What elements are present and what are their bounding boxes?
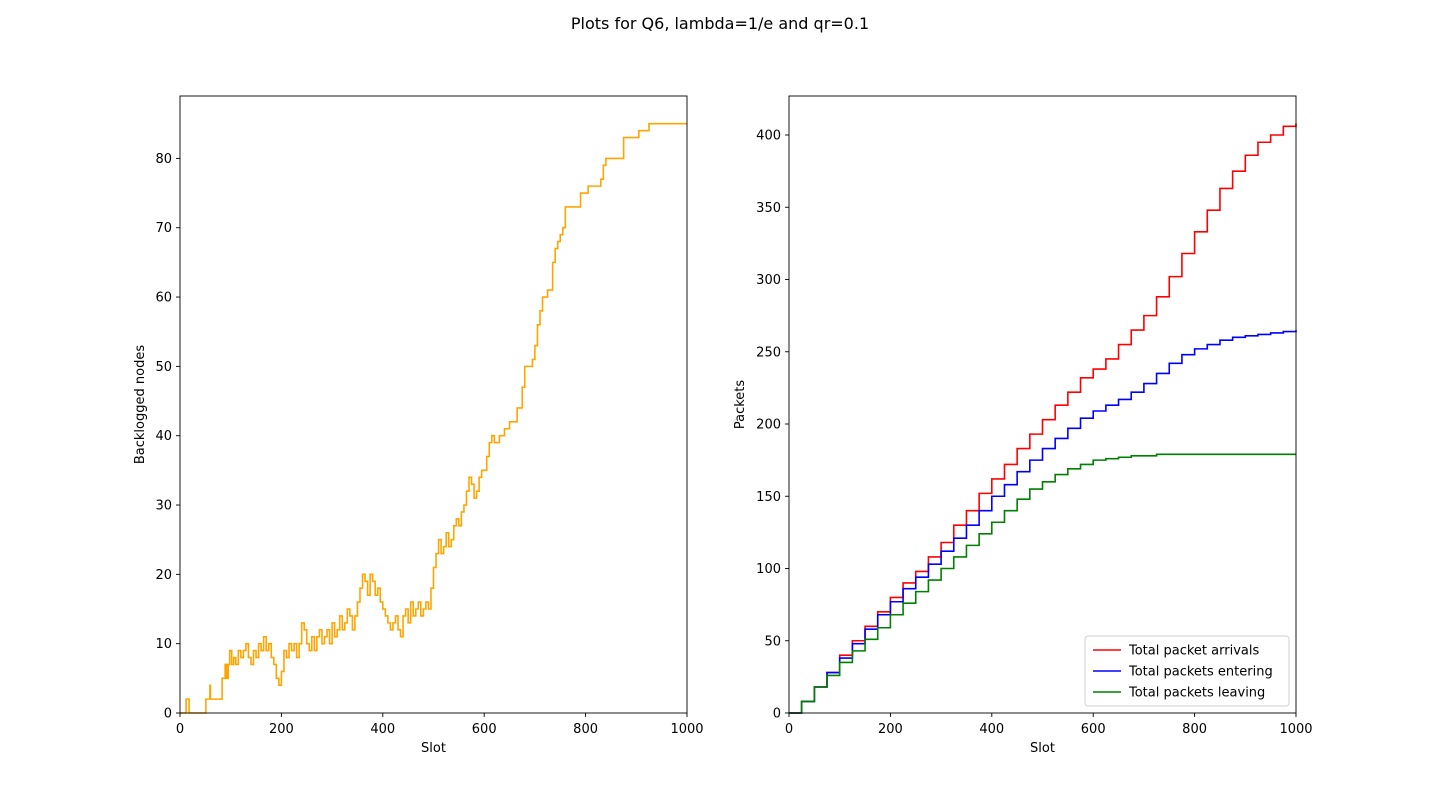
x-tick-label: 600 bbox=[1081, 722, 1106, 737]
series-line-1-1 bbox=[180, 122, 687, 714]
y-axis-label: Packets bbox=[733, 380, 748, 430]
x-tick-label: 800 bbox=[1182, 722, 1207, 737]
legend-label: Total packets entering bbox=[1128, 665, 1273, 680]
y-tick-label: 300 bbox=[756, 273, 781, 288]
y-tick-label: 250 bbox=[756, 345, 781, 360]
x-tick-label: 1000 bbox=[1279, 722, 1312, 737]
y-tick-label: 0 bbox=[164, 707, 172, 722]
y-tick-label: 10 bbox=[155, 637, 172, 652]
y-tick-label: 50 bbox=[764, 634, 781, 649]
x-tick-label: 400 bbox=[370, 722, 395, 737]
y-tick-label: 60 bbox=[155, 291, 172, 306]
legend-label: Total packet arrivals bbox=[1128, 644, 1259, 659]
legend-box bbox=[1084, 635, 1290, 707]
chart-panel-1: 0 200 400 600 800 1000 0 10 20 30 40 50 60 70 80 Slot Ba… bbox=[133, 95, 704, 756]
x-tick-label: 800 bbox=[573, 722, 598, 737]
y-tick-label: 400 bbox=[756, 129, 781, 144]
series-line-total-packet-arrivals bbox=[789, 123, 1297, 714]
y-tick-label: 350 bbox=[756, 201, 781, 216]
x-tick-label: 200 bbox=[878, 722, 903, 737]
axes-frame bbox=[179, 95, 688, 714]
x-tick-label: 0 bbox=[785, 722, 793, 737]
legend: Total packet arrivals Total packets enter… bbox=[1084, 635, 1290, 707]
y-tick-label: 80 bbox=[155, 152, 172, 167]
axes-frame bbox=[788, 95, 1297, 714]
series-line-total-packets-entering bbox=[789, 330, 1297, 714]
x-axis-label: Slot bbox=[421, 741, 446, 756]
x-tick-label: 600 bbox=[472, 722, 497, 737]
y-tick-label: 200 bbox=[756, 418, 781, 433]
figure-title: Plots for Q6, lambda=1/e and qr=0.1 bbox=[570, 14, 870, 33]
y-tick-label: 20 bbox=[155, 568, 172, 583]
x-axis-label: Slot bbox=[1030, 741, 1055, 756]
x-tick-label: 400 bbox=[979, 722, 1004, 737]
y-tick-label: 30 bbox=[155, 499, 172, 514]
x-tick-label: 1000 bbox=[670, 722, 703, 737]
series-line-total-packets-leaving bbox=[789, 453, 1296, 714]
x-tick-label: 0 bbox=[176, 722, 184, 737]
legend-label: Total packets leaving bbox=[1128, 686, 1265, 701]
y-tick-label: 70 bbox=[155, 221, 172, 236]
y-tick-label: 50 bbox=[155, 360, 172, 375]
y-tick-label: 100 bbox=[756, 562, 781, 577]
y-tick-label: 40 bbox=[155, 429, 172, 444]
y-tick-label: 150 bbox=[756, 490, 781, 505]
y-axis-label: Backlogged nodes bbox=[133, 345, 148, 464]
y-tick-label: 0 bbox=[773, 707, 781, 722]
x-tick-label: 200 bbox=[269, 722, 294, 737]
chart-panel-2: 0 200 400 600 800 1000 0 50 100 150 200 250 300 350 40… bbox=[733, 95, 1313, 756]
